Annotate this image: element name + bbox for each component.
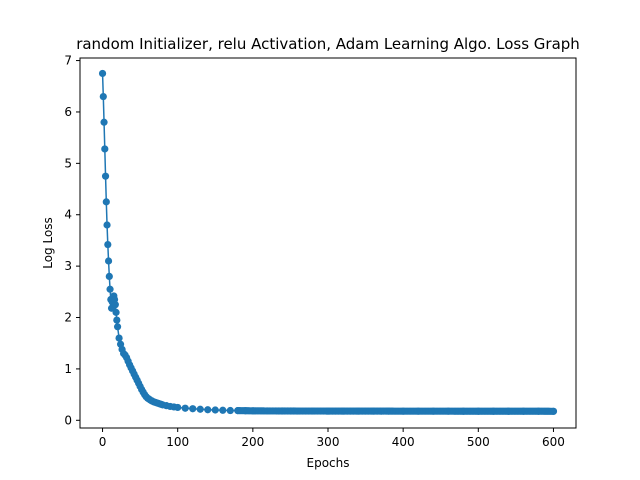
x-axis-label: Epochs <box>307 456 350 470</box>
data-point <box>226 406 234 415</box>
data-point <box>204 406 212 414</box>
data-point <box>99 92 107 101</box>
y-tick-label: 0 <box>64 413 72 427</box>
data-point <box>113 323 122 331</box>
data-point <box>103 221 111 229</box>
plot-area <box>98 69 558 415</box>
series-line-0 <box>101 73 554 413</box>
x-tick-label: 100 <box>166 435 189 449</box>
chart-title: random Initializer, relu Activation, Ada… <box>76 35 580 53</box>
y-axis: 0 1 2 3 4 5 6 7 <box>64 54 80 427</box>
data-point <box>102 198 110 206</box>
y-axis-label: Log Loss <box>41 217 55 269</box>
data-point <box>101 145 109 153</box>
data-point <box>549 407 558 415</box>
x-tick-label: 200 <box>241 435 264 449</box>
x-tick-label: 400 <box>392 435 415 449</box>
y-tick-label: 4 <box>64 208 72 222</box>
y-tick-label: 5 <box>64 156 72 170</box>
data-point <box>113 316 121 324</box>
data-point <box>104 240 112 249</box>
data-point <box>174 403 182 412</box>
x-tick-label: 300 <box>317 435 340 449</box>
data-point <box>111 301 119 309</box>
axes-frame <box>79 57 577 429</box>
y-tick-label: 1 <box>64 362 72 376</box>
data-point <box>106 285 114 293</box>
data-point <box>100 118 108 126</box>
y-tick-label: 7 <box>64 54 72 68</box>
data-point <box>115 334 123 342</box>
data-point <box>98 69 107 78</box>
data-point <box>101 172 110 180</box>
data-point <box>181 404 189 412</box>
data-point <box>105 272 113 280</box>
y-tick-label: 3 <box>64 259 72 273</box>
data-point <box>104 257 113 265</box>
x-axis: 0 100 200 300 400 500 600 <box>99 428 565 449</box>
x-tick-label: 600 <box>542 435 565 449</box>
x-tick-label: 500 <box>467 435 490 449</box>
data-point <box>112 308 120 316</box>
y-tick-label: 6 <box>64 105 72 119</box>
data-point <box>196 405 204 413</box>
x-tick-label: 0 <box>99 435 107 449</box>
y-tick-label: 2 <box>64 311 72 325</box>
data-point <box>219 406 227 414</box>
data-point <box>211 406 219 414</box>
data-point <box>189 405 197 413</box>
